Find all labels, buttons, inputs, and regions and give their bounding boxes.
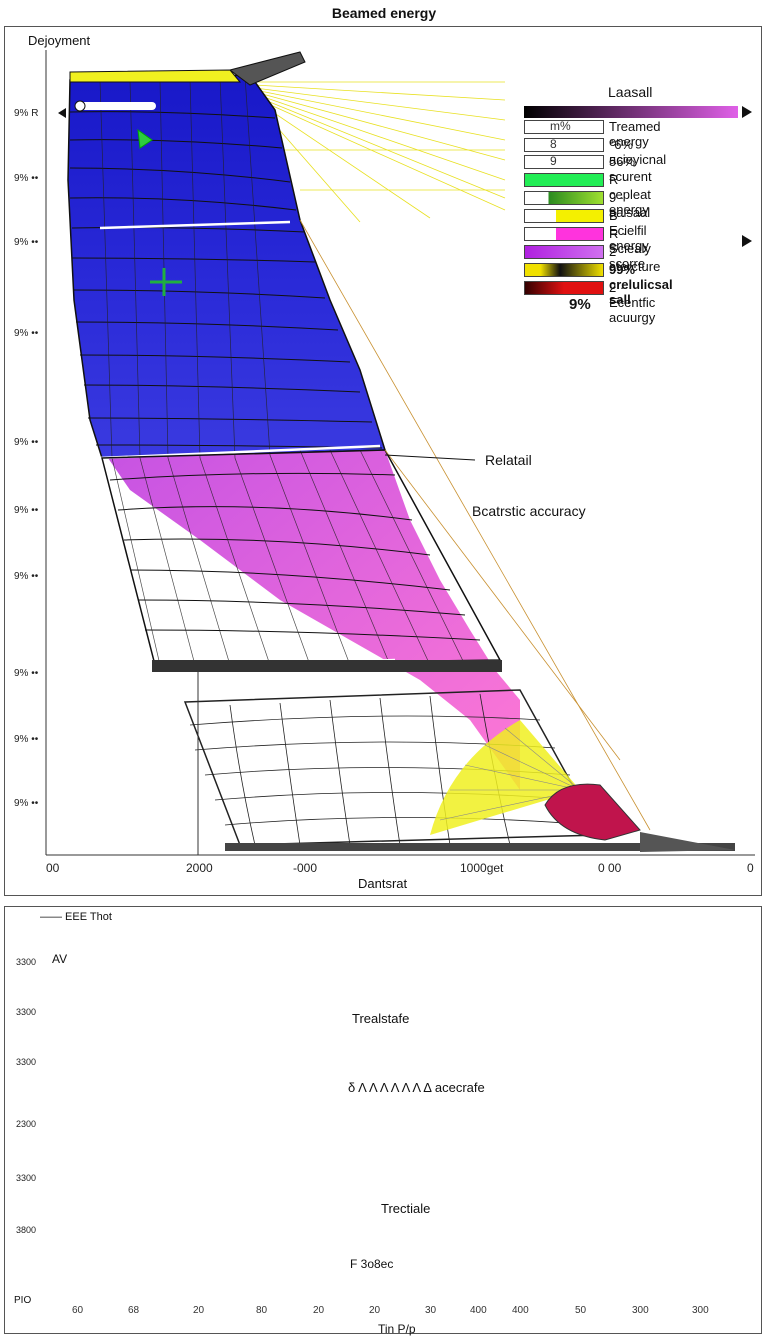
x-tick: 20 (369, 1305, 381, 1316)
legend-swatch (524, 209, 604, 223)
x-tick: 30 (425, 1305, 437, 1316)
top-x-axis-label: Dantsrat (358, 876, 408, 891)
legend-label: 9 · aaisaal (609, 190, 651, 220)
y-tick: 9% •• (14, 328, 39, 339)
legend-gradient-bar (524, 106, 738, 118)
x-tick: 0 00 (598, 861, 622, 875)
bottom-y-axis-label: PIO (14, 1295, 32, 1306)
y-tick: 9% •• (14, 734, 39, 745)
x-tick: 300 (632, 1305, 649, 1316)
relatail-leader (384, 454, 476, 461)
annotation-relatail: Relatail (485, 452, 532, 468)
x-tick: -000 (293, 861, 318, 875)
y-tick: 3300 (16, 957, 37, 967)
bottom-top-left-label: AV (52, 952, 68, 966)
annotation-accuracy: Bcatrstic accuracy (472, 503, 586, 519)
legend-label: 99% crelulicsal sall (609, 262, 673, 307)
x-tick: 20 (313, 1305, 325, 1316)
y-tick: 9% •• (14, 437, 39, 448)
main-title: Beamed energy (331, 5, 437, 21)
legend-label: °6% acieyicnal (609, 137, 667, 167)
legend-label: R · cepleat energy (609, 172, 651, 217)
x-tick: 20 (193, 1305, 205, 1316)
legend-swatch (524, 191, 604, 205)
legend-label: 2 · atercture (609, 244, 661, 274)
x-tick: 0 (747, 861, 754, 875)
bottom-title: —— EEE Thot (40, 911, 112, 923)
mast-head-yellow (69, 69, 242, 83)
y-tick: 9% R (14, 108, 39, 119)
legend-label: 2 · Ecentfic acuurgy (609, 280, 656, 325)
left-arrow-icon (58, 108, 66, 118)
rigging-lines (299, 219, 651, 831)
y-tick: 9% •• (14, 571, 39, 582)
y-tick: 3300 (16, 1173, 37, 1183)
legend-number: 9 (550, 154, 557, 168)
legend-label: 56% scurent (609, 154, 652, 184)
x-tick: 2000 (186, 861, 213, 875)
bottom-annotation: Trealstafe (352, 1011, 410, 1026)
legend-swatch (524, 155, 604, 169)
bottom-panel (4, 906, 762, 1334)
sail-grid (69, 111, 481, 641)
hull-tip (640, 832, 735, 852)
x-tick: 300 (692, 1305, 709, 1316)
boom-bar (152, 660, 502, 672)
legend-swatch (524, 245, 604, 259)
y-tick: 2300 (16, 1119, 37, 1129)
x-tick: 50 (575, 1305, 587, 1316)
legend-label: Treamed energy (609, 119, 661, 149)
y-tick: 9% •• (14, 505, 39, 516)
bottom-annotation: Trectiale (381, 1201, 431, 1216)
x-tick: 00 (46, 861, 60, 875)
y-tick: 9% •• (14, 798, 39, 809)
bottom-x-axis-label: Tin P/p (378, 1322, 416, 1336)
legend-number: 8 (550, 137, 557, 151)
x-tick: 80 (256, 1305, 268, 1316)
green-cross-icon (150, 268, 182, 296)
legend-label: B · Ecielfil energy (609, 208, 649, 253)
legend-arrow-icon (742, 106, 752, 118)
y-tick: 9% •• (14, 173, 39, 184)
legend-percent: 9% (569, 296, 591, 313)
x-tick: 60 (72, 1305, 84, 1316)
y-tick: 3300 (16, 1007, 37, 1017)
y-tick: 9% •• (14, 237, 39, 248)
legend-swatch (524, 120, 604, 134)
crimson-wing (544, 783, 641, 841)
x-tick: 1000get (460, 861, 504, 875)
mast-top (228, 51, 306, 86)
magenta-region (108, 450, 520, 790)
top-axes (45, 50, 755, 856)
x-tick: 400 (470, 1305, 487, 1316)
sail-grid-vertical (99, 75, 466, 666)
y-tick: 3800 (16, 1225, 37, 1235)
legend-swatch (524, 281, 604, 295)
legend-title: Laasall (608, 84, 653, 100)
legend-label: R · Sciealy scorre (609, 226, 651, 271)
y-tick: 3300 (16, 1057, 37, 1067)
blue-sail (67, 74, 387, 459)
x-tick: 68 (128, 1305, 140, 1316)
legend-swatch (524, 173, 604, 187)
legend-number: m% (550, 119, 571, 133)
beam-highlight (76, 102, 156, 110)
y-tick: 9% •• (14, 668, 39, 679)
beam-fan-lower (430, 720, 581, 835)
legend-swatch (524, 138, 604, 152)
green-marker-icon (137, 128, 153, 149)
bottom-annotation: δ Λ Λ Λ Λ Λ Λ Δ acecrafe (348, 1080, 485, 1095)
legend-swatch (524, 227, 604, 241)
top-y-axis-label: Dejoyment (28, 33, 91, 48)
legend-swatch (524, 263, 604, 277)
beam-fan-upper (254, 81, 506, 223)
x-tick: 400 (512, 1305, 529, 1316)
legend-arrow-icon-2 (742, 235, 752, 247)
bottom-annotation: F 3o8ec (350, 1257, 394, 1271)
hull-bar (225, 843, 735, 851)
